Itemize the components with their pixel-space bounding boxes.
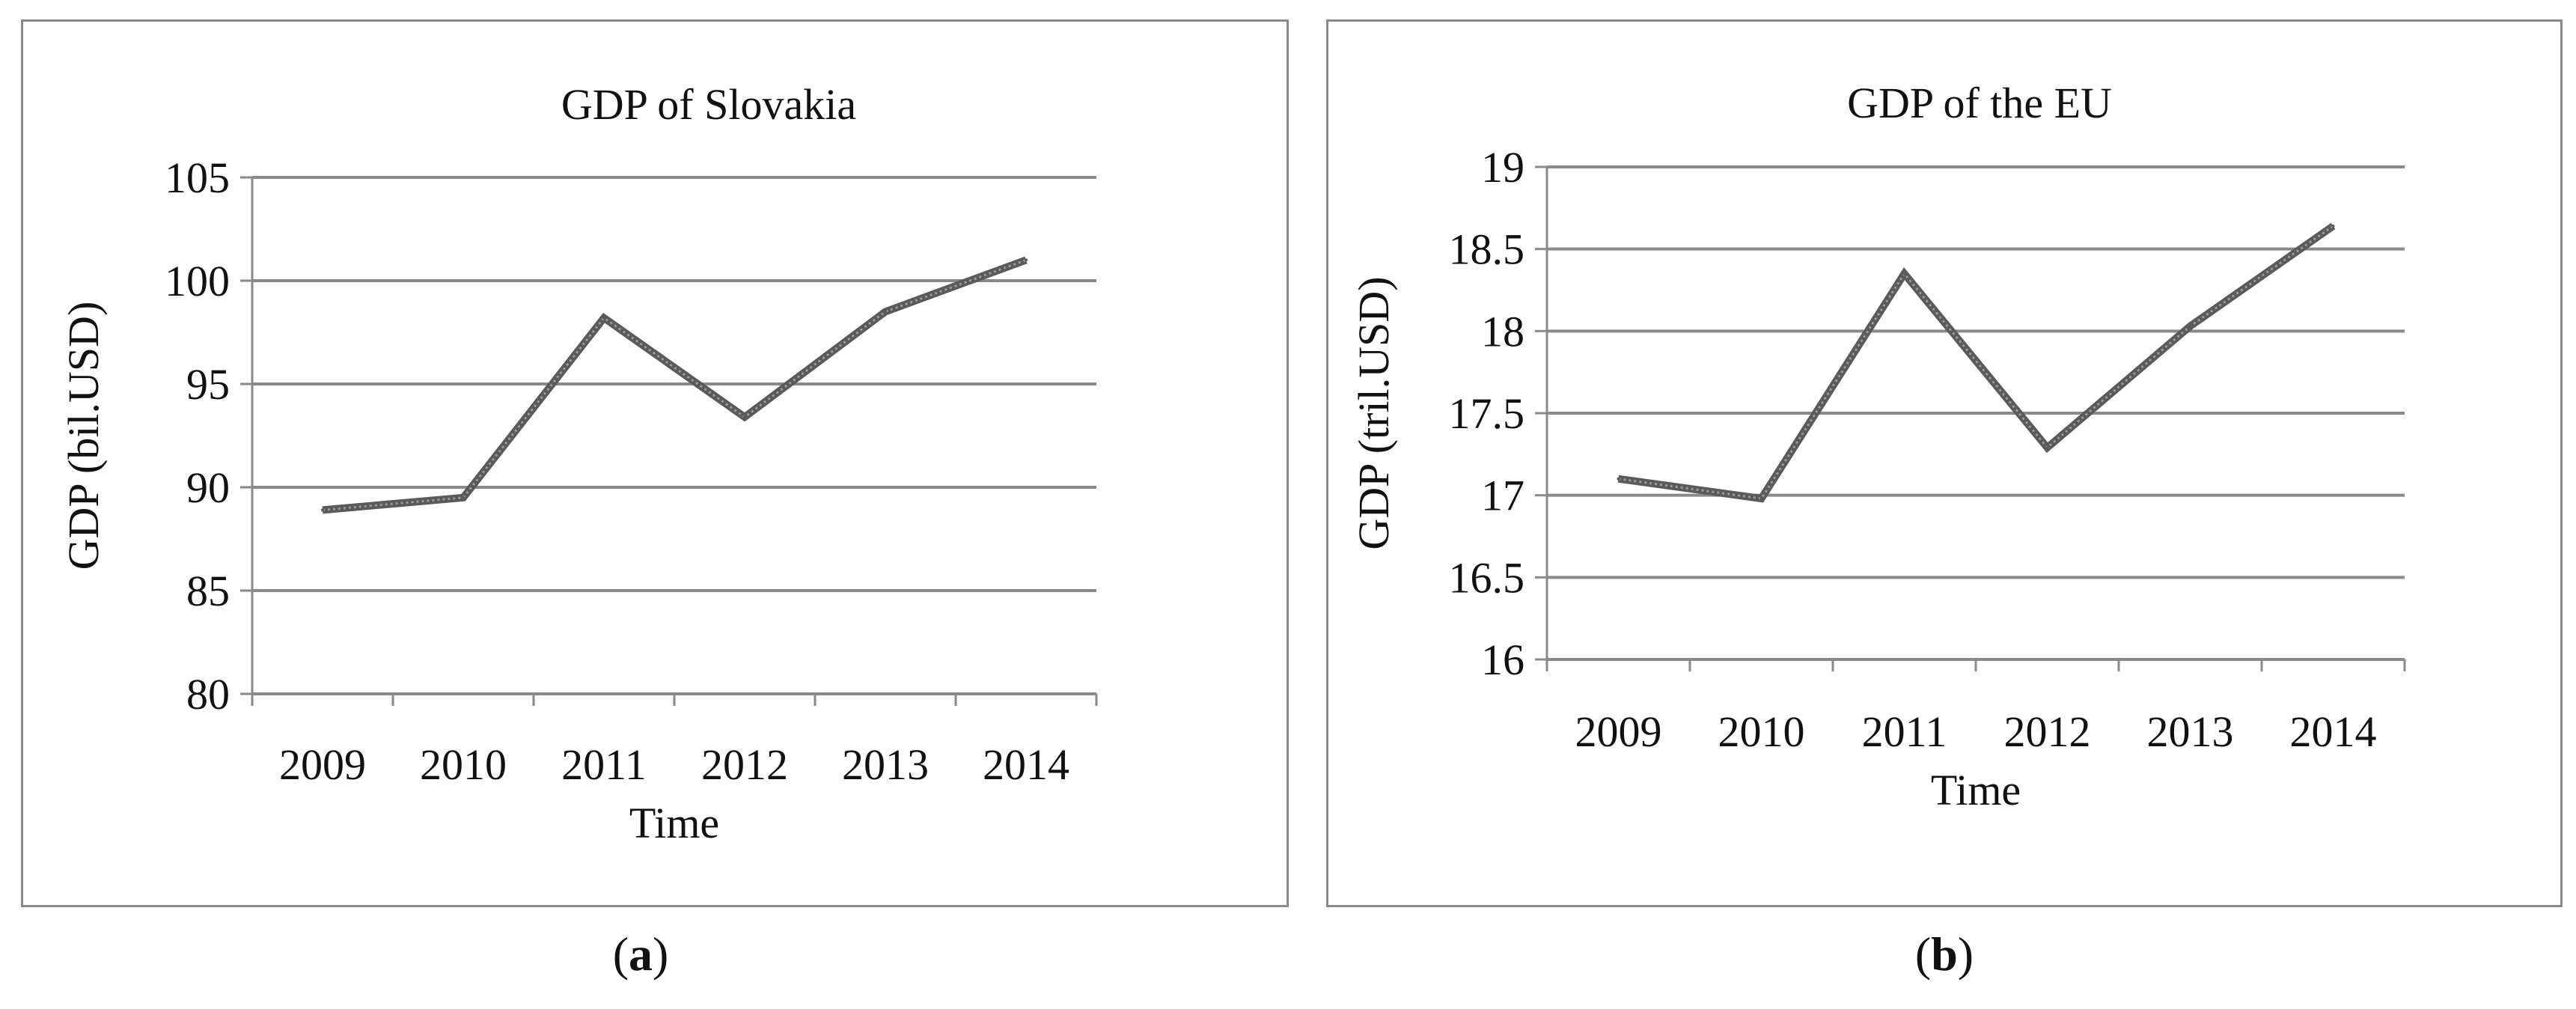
y-tick-label: 85 xyxy=(186,567,230,615)
data-point xyxy=(1025,258,1028,262)
x-tick-label: 2012 xyxy=(701,740,788,789)
y-tick-label: 17.5 xyxy=(1449,389,1525,438)
y-tick-label: 80 xyxy=(186,670,230,719)
chart-a-svg: GDP of Slovakia 80 85 90 95 100 105 2009 2010 201… xyxy=(59,80,1098,847)
chart-panel-a: GDP of Slovakia 80 85 90 95 100 105 2009 2010 201… xyxy=(21,19,1289,907)
series-line xyxy=(322,256,1028,514)
y-tick-label: 17 xyxy=(1481,472,1524,520)
caption-b: (b) xyxy=(1914,927,1974,981)
x-tick-label: 2013 xyxy=(842,740,929,789)
x-tick-label: 2009 xyxy=(279,740,366,789)
caption-a-letter: a xyxy=(629,927,653,981)
x-tick-label: 2009 xyxy=(1575,707,1662,756)
chart-b-svg: GDP of the EU 16 16.5 17 17.5 18 18.5 19 2009 201… xyxy=(1349,79,2406,814)
x-tick-label: 2012 xyxy=(2004,707,2091,756)
caption-b-letter: b xyxy=(1931,927,1958,981)
x-tick-label: 2011 xyxy=(561,740,647,789)
y-tick-label: 18.5 xyxy=(1449,225,1525,274)
data-point xyxy=(2331,224,2335,228)
y-axis-label: GDP (bil.USD) xyxy=(59,302,108,570)
x-axis-label: Time xyxy=(629,799,719,847)
y-tick-label: 16.5 xyxy=(1449,553,1525,602)
y-tick-label: 19 xyxy=(1481,143,1524,192)
data-point xyxy=(884,310,887,314)
chart-title: GDP of Slovakia xyxy=(561,80,856,129)
series-line xyxy=(1617,222,2336,503)
y-tick-label: 100 xyxy=(165,257,230,305)
y-tick-label: 95 xyxy=(186,360,230,409)
x-tick-label: 2014 xyxy=(2290,707,2377,756)
x-tick-label: 2013 xyxy=(2147,707,2234,756)
y-tick-label: 90 xyxy=(186,463,230,512)
data-point xyxy=(1759,497,1763,501)
y-axis-label: GDP (tril.USD) xyxy=(1349,276,1398,549)
x-tick-label: 2011 xyxy=(1862,707,1947,756)
y-tick-label: 105 xyxy=(165,153,230,202)
chart-panel-b: GDP of the EU 16 16.5 17 17.5 18 18.5 19 2009 201… xyxy=(1326,19,2563,907)
series-line-texture xyxy=(1618,225,2334,500)
data-point xyxy=(1902,272,1906,275)
data-point xyxy=(2188,324,2192,328)
data-point xyxy=(321,508,324,512)
y-tick-label: 16 xyxy=(1481,635,1524,684)
data-point xyxy=(602,316,605,320)
chart-title: GDP of the EU xyxy=(1847,79,2112,127)
x-tick-label: 2014 xyxy=(983,740,1069,789)
y-tick-label: 18 xyxy=(1481,307,1524,356)
x-tick-label: 2010 xyxy=(1718,707,1805,756)
data-point xyxy=(2045,446,2049,450)
data-point xyxy=(743,415,746,419)
caption-a: (a) xyxy=(612,927,669,981)
data-point xyxy=(462,496,465,499)
data-point xyxy=(1617,477,1620,481)
x-tick-label: 2010 xyxy=(420,740,507,789)
x-axis-label: Time xyxy=(1931,766,2021,814)
